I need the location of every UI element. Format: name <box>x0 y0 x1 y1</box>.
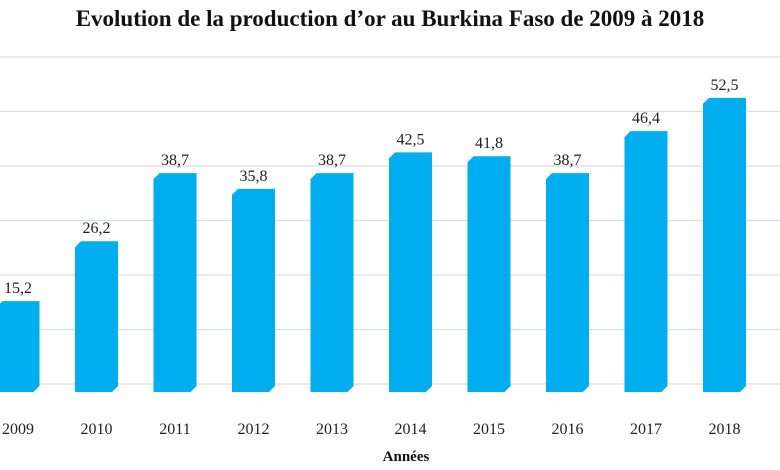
x-tick-2016: 2016 <box>552 421 584 438</box>
bar-2015 <box>467 156 511 392</box>
data-labels: 15,2 26,2 38,7 35,8 38,7 42,5 41,8 38,7 46,4 52,5 <box>4 77 739 297</box>
data-label-2015: 41,8 <box>475 135 503 152</box>
x-axis-title: Années <box>383 449 430 465</box>
bar-2014 <box>389 152 432 392</box>
bar-2009 <box>0 301 40 392</box>
data-label-2018: 52,5 <box>711 77 739 94</box>
x-tick-2012: 2012 <box>238 421 270 438</box>
data-label-2011: 38,7 <box>161 152 189 169</box>
x-tick-2014: 2014 <box>395 421 427 438</box>
bar-2018 <box>703 97 746 392</box>
x-tick-2015: 2015 <box>473 421 505 438</box>
x-tick-2013: 2013 <box>316 421 348 438</box>
data-label-2014: 42,5 <box>397 131 425 148</box>
x-tick-2010: 2010 <box>81 421 113 438</box>
x-tick-2011: 2011 <box>159 421 190 438</box>
data-label-2009: 15,2 <box>4 280 32 297</box>
data-label-2012: 35,8 <box>240 168 268 185</box>
x-tick-2018: 2018 <box>709 421 741 438</box>
bar-2013 <box>310 173 354 392</box>
bar-2010 <box>75 241 118 392</box>
x-tick-2009: 2009 <box>2 421 34 438</box>
bar-2017 <box>624 131 668 392</box>
data-label-2017: 46,4 <box>632 110 660 127</box>
data-label-2010: 26,2 <box>83 220 111 237</box>
chart-title: Evolution de la production d’or au Burki… <box>75 6 705 31</box>
bar-2012 <box>232 188 275 392</box>
bar-2016 <box>546 173 589 392</box>
x-tick-labels: 2009 2010 2011 2012 2013 2014 2015 2016 2017 2018 <box>2 421 741 438</box>
x-tick-2017: 2017 <box>630 421 662 438</box>
bars <box>0 97 746 392</box>
bar-2011 <box>153 173 197 392</box>
data-label-2013: 38,7 <box>318 152 346 169</box>
data-label-2016: 38,7 <box>554 152 582 169</box>
